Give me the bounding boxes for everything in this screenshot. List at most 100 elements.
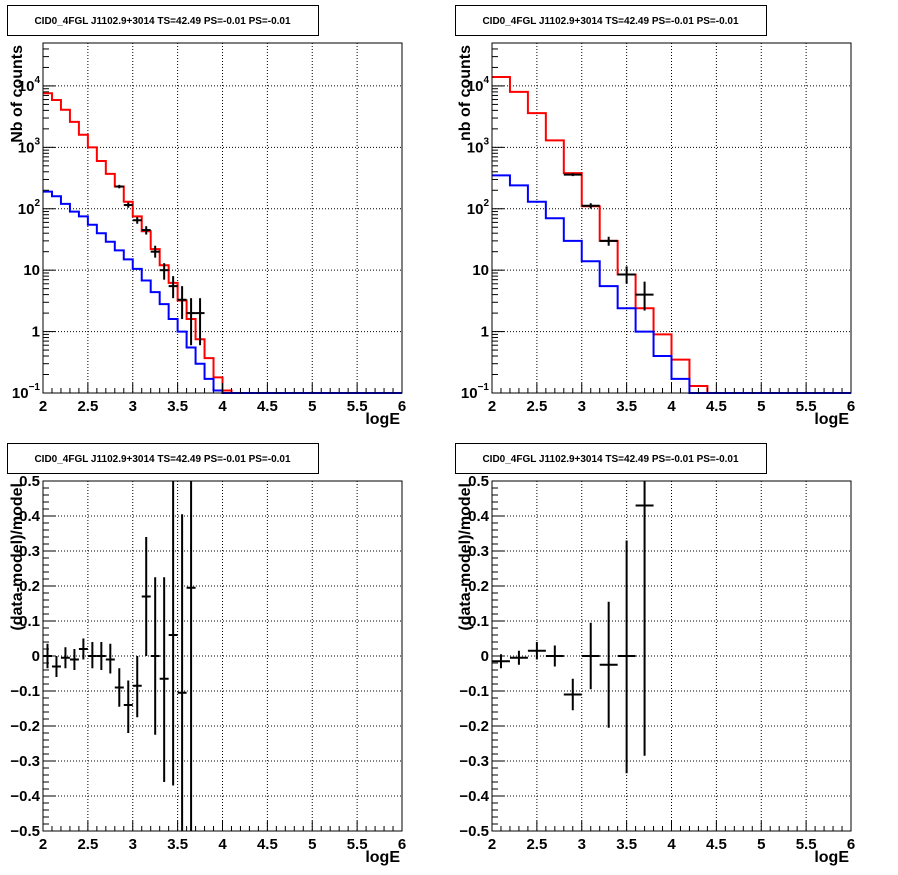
histogram-series-blue [492,174,851,394]
y-tick-label: −0.2 [10,718,40,735]
data-point [51,656,61,677]
data-point [150,577,160,735]
data-point [186,298,196,346]
y-tick-label: 0.3 [19,543,40,560]
x-tick-label: 2.5 [77,836,98,853]
x-axis-label: logE [814,411,849,428]
data-point [599,601,618,728]
y-tick-label: −0.3 [10,753,40,770]
y-axis-label: (data-model)/model [457,483,474,631]
data-point [105,643,115,674]
x-tick-label: 2 [39,836,47,853]
x-tick-label: 3.5 [167,836,188,853]
x-tick-label: 3 [578,836,586,853]
data-point [563,678,582,711]
x-tick-label: 4.5 [706,836,727,853]
title-box [455,443,767,474]
y-tick-label: −0.2 [459,718,489,735]
y-axis: −0.5 −0.4 −0.3 −0.2 −0.1 0 0.1 0.2 0.3 0.4 0.5(dat… [9,473,55,840]
data-point [114,668,124,707]
y-tick-label: −0.1 [10,683,40,700]
data-point [123,202,133,208]
y-axis-label: nb of counts [457,45,474,141]
x-tick-label: 3.5 [616,836,637,853]
data-point [527,642,546,660]
y-tick-label: 104 [467,75,490,95]
y-tick-label: 10 [23,262,40,279]
y-tick-label: 10−1 [12,382,41,402]
title-box [7,443,319,474]
x-tick-label: 4 [667,398,676,415]
data-point [132,656,142,718]
x-tick-label: 4 [667,836,676,853]
x-tick-label: 5 [308,836,316,853]
data-point [509,650,528,665]
y-tick-label: 103 [467,136,490,156]
data-point [195,298,205,346]
x-tick-label: 4.5 [706,398,727,415]
x-tick-label: 4 [218,398,227,415]
x-tick-label: 5.5 [347,398,368,415]
x-tick-label: 5 [757,398,765,415]
y-axis-label: Nb of counts [9,45,26,143]
data-point [635,281,654,311]
y-tick-label: 0.1 [468,613,489,630]
chart-panel-3: CID0_4FGL J1102.9+3014 TS=42.49 PS=-0.01… [7,443,406,866]
chart-panel-2: CID0_4FGL J1102.9+3014 TS=42.49 PS=-0.01… [455,5,855,428]
y-tick-label: −0.4 [10,788,40,805]
y-tick-label: 0.2 [468,578,489,595]
y-tick-label: 1 [32,324,40,341]
title-box [7,5,319,36]
y-tick-label: 0.2 [19,578,40,595]
data-point [581,203,600,209]
data-point [159,577,169,782]
histogram-series-red [43,92,402,394]
y-tick-label: 1 [481,324,489,341]
y-tick-label: 0 [481,648,489,665]
data-point [186,481,196,831]
data-point [150,245,160,258]
y-axis-label: (data-model)/model [9,483,26,631]
x-tick-label: 6 [847,398,855,415]
x-tick-label: 6 [847,836,855,853]
data-point [141,537,151,656]
y-tick-label: 0.1 [19,613,40,630]
y-tick-label: −0.4 [459,788,489,805]
y-tick-label: −0.3 [459,753,489,770]
chart-panel-1: CID0_4FGL J1102.9+3014 TS=42.49 PS=-0.01… [7,5,406,428]
data-point [168,481,178,786]
chart-title: CID0_4FGL J1102.9+3014 TS=42.49 PS=-0.01… [34,454,291,465]
y-tick-label: 102 [18,198,41,218]
y-tick-label: 0.3 [468,543,489,560]
data-point [563,173,582,177]
y-axis: −0.5 −0.4 −0.3 −0.2 −0.1 0 0.1 0.2 0.3 0.4 0.5(dat… [457,473,504,840]
x-tick-label: 2.5 [526,398,547,415]
x-tick-label: 3.5 [167,398,188,415]
y-tick-label: −0.1 [459,683,489,700]
data-point [599,236,618,246]
y-tick-label: 10−1 [461,382,490,402]
x-tick-label: 5.5 [796,836,817,853]
x-tick-label: 6 [398,398,406,415]
x-tick-label: 6 [398,836,406,853]
data-point [617,266,636,284]
data-point [159,263,169,280]
data-point [78,638,88,660]
x-tick-label: 2 [488,398,496,415]
y-tick-label: 0 [32,648,40,665]
data-point [168,276,178,299]
x-tick-label: 5.5 [347,836,368,853]
data-point [177,286,187,320]
data-point [87,642,97,669]
y-tick-label: 102 [467,198,490,218]
data-point [545,645,564,667]
title-box [455,5,767,36]
data-point [492,654,510,669]
grid [43,43,402,393]
chart-title: CID0_4FGL J1102.9+3014 TS=42.49 PS=-0.01… [482,454,739,465]
y-tick-label: 0.5 [19,473,40,490]
x-tick-label: 5 [308,398,316,415]
